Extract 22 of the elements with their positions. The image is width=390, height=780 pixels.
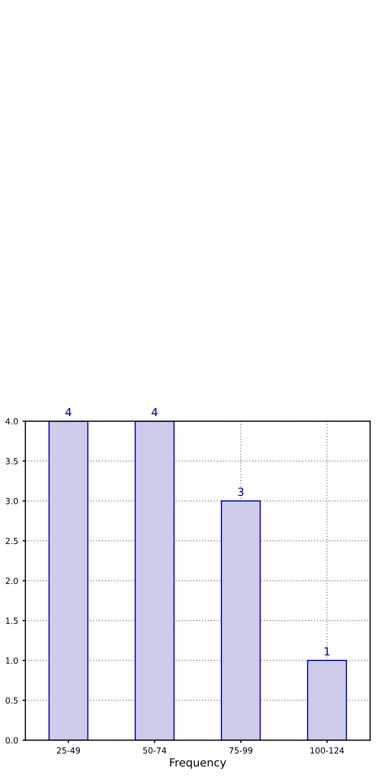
y-tick-label: 3.5 <box>6 458 18 464</box>
y-tick-label: 1.0 <box>6 657 18 664</box>
y-tick-label: 4.0 <box>6 418 18 424</box>
y-tick-label: 3.0 <box>6 498 18 504</box>
y-tick-label: 1.5 <box>6 618 18 624</box>
x-tick-label: 25-49 <box>56 747 80 754</box>
y-tick-label: 0.5 <box>6 697 18 704</box>
y-tick-label: 2.5 <box>6 538 18 544</box>
y-tick-label: 2.0 <box>6 578 18 584</box>
bar <box>220 500 261 740</box>
bar <box>134 421 175 740</box>
y-tick-label: 0.0 <box>6 737 18 744</box>
data-label: 3 <box>238 488 244 496</box>
x-axis-title: Frequency <box>170 758 226 769</box>
bar <box>48 421 88 740</box>
x-tick-label: 100-124 <box>310 747 344 754</box>
data-label: 4 <box>152 408 158 416</box>
bar <box>307 660 347 740</box>
data-label: 1 <box>324 647 330 656</box>
x-tick-label: 50-74 <box>143 747 166 754</box>
data-label: 4 <box>65 408 72 416</box>
x-tick-label: 75-99 <box>229 747 252 754</box>
